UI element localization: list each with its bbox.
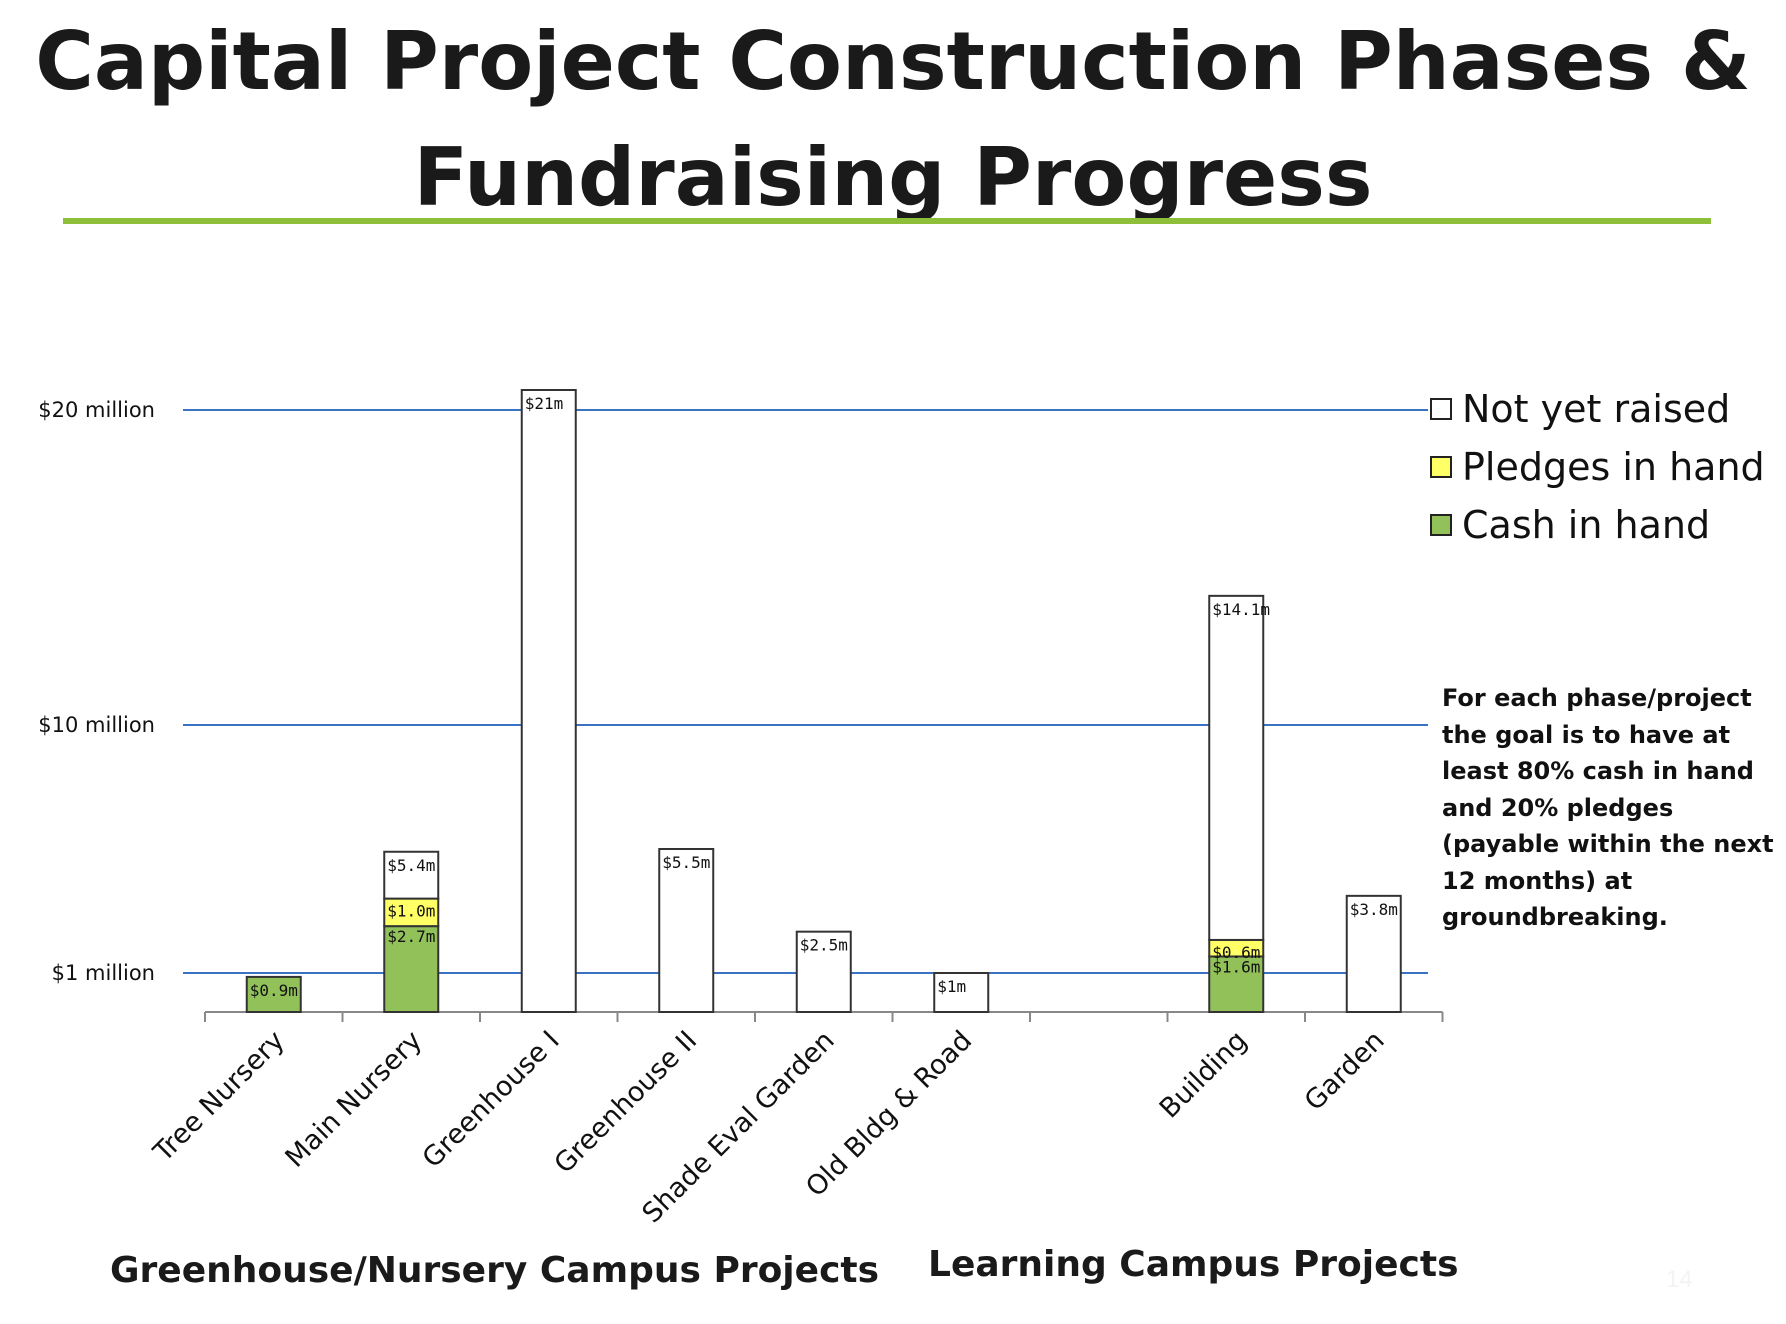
category-label: Main Nursery xyxy=(280,1025,429,1174)
data-label: $0.9m xyxy=(250,981,298,1000)
page-number: 14 xyxy=(1666,1266,1693,1293)
bar-not-yet-raised xyxy=(383,850,440,900)
category-label: Garden xyxy=(1299,1025,1391,1117)
data-label: $2.5m xyxy=(800,936,848,955)
bar-not-yet-raised xyxy=(933,972,990,1013)
data-label: $1.0m xyxy=(387,902,435,921)
legend-swatch-pledges xyxy=(1430,456,1452,478)
bar-not-yet-raised xyxy=(1345,894,1402,1013)
legend-swatch-cash xyxy=(1430,514,1452,536)
data-label: $21m xyxy=(525,394,564,413)
bar-cash-in-hand xyxy=(383,925,440,1014)
legend-item-pledges: Pledges in hand xyxy=(1430,438,1765,496)
title-line-1: Capital Project Construction Phases & xyxy=(35,15,1751,108)
category-label: Greenhouse II xyxy=(549,1025,704,1180)
group-label-learning-campus: Learning Campus Projects xyxy=(928,1244,1459,1285)
legend-swatch-not-yet-raised xyxy=(1430,398,1452,420)
title-underline xyxy=(63,218,1711,224)
category-label: Building xyxy=(1154,1025,1253,1124)
data-label: $14.1m xyxy=(1212,600,1270,619)
legend-item-cash: Cash in hand xyxy=(1430,496,1765,554)
bar-not-yet-raised xyxy=(520,389,577,1013)
group-label-greenhouse-nursery: Greenhouse/Nursery Campus Projects xyxy=(110,1250,880,1291)
legend-label: Not yet raised xyxy=(1462,387,1731,431)
category-label: Tree Nursery xyxy=(147,1025,291,1169)
goal-note: For each phase/project the goal is to ha… xyxy=(1442,684,1774,931)
page-title: Capital Project Construction Phases & Fu… xyxy=(0,4,1786,236)
bar-pledges-in-hand xyxy=(383,897,440,928)
bar-not-yet-raised xyxy=(1208,594,1265,941)
data-label: $2.7m xyxy=(387,927,435,946)
title-line-2: Fundraising Progress xyxy=(413,131,1373,224)
reference-line-label: $20 million xyxy=(38,398,155,422)
data-label: $1m xyxy=(937,977,966,996)
data-label: $5.5m xyxy=(662,853,710,872)
legend: Not yet raised Pledges in hand Cash in h… xyxy=(1430,380,1765,554)
legend-item-not-yet-raised: Not yet raised xyxy=(1430,380,1765,438)
data-label: $1.6m xyxy=(1212,957,1260,976)
legend-label: Cash in hand xyxy=(1462,503,1711,547)
data-label: $3.8m xyxy=(1350,900,1398,919)
bar-not-yet-raised xyxy=(795,930,852,1014)
reference-line-label: $10 million xyxy=(38,713,155,737)
category-label: Greenhouse I xyxy=(417,1025,566,1174)
legend-label: Pledges in hand xyxy=(1462,445,1765,489)
reference-line-label: $1 million xyxy=(52,961,155,985)
bar-not-yet-raised xyxy=(658,848,715,1013)
data-label: $0.6m xyxy=(1212,943,1260,962)
data-label: $5.4m xyxy=(387,856,435,875)
bar-cash-in-hand xyxy=(245,975,302,1014)
